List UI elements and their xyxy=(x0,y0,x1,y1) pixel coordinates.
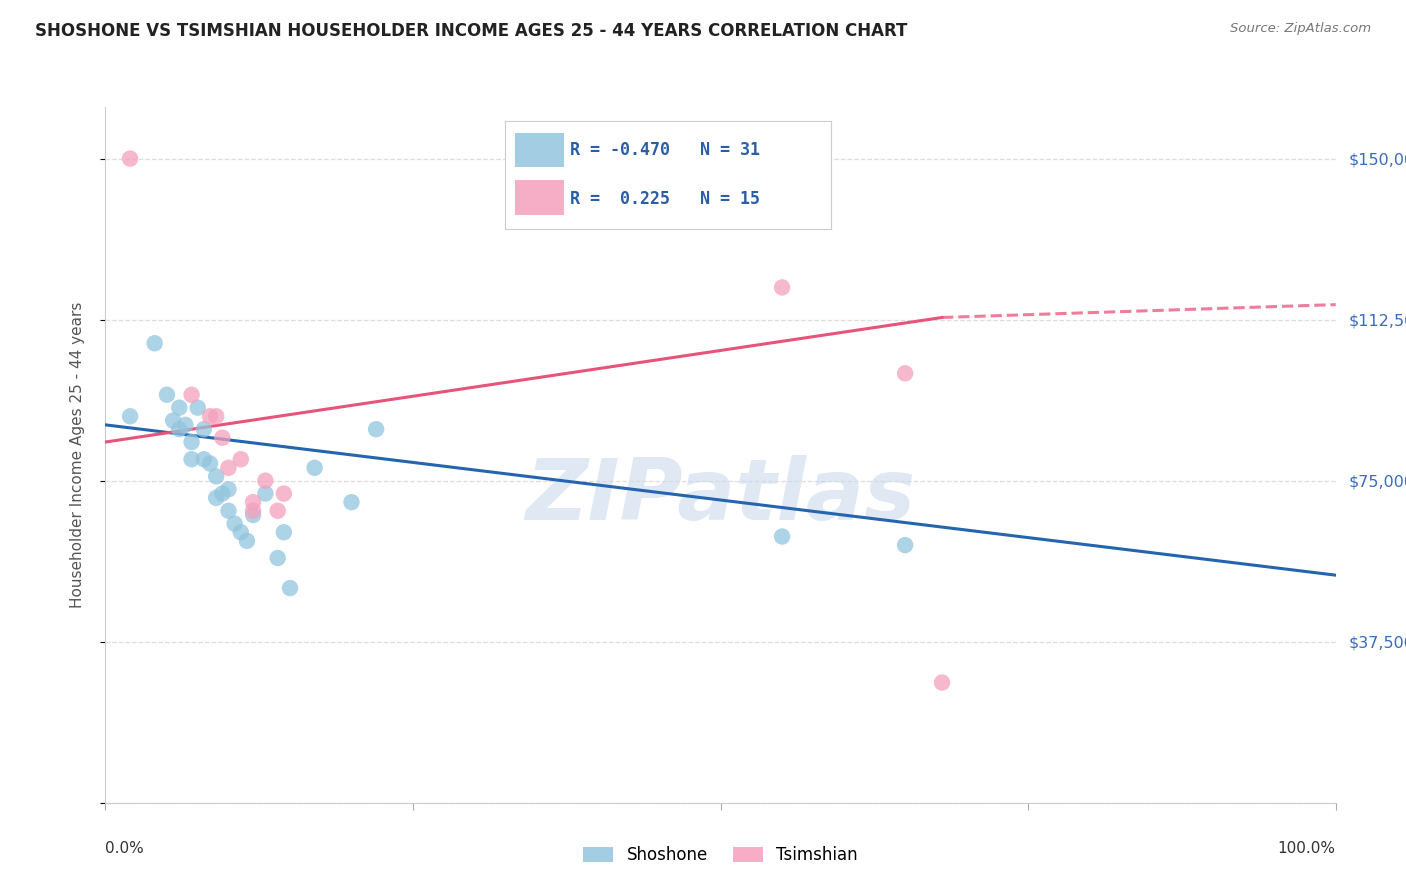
Point xyxy=(267,504,290,518)
Point xyxy=(193,422,215,436)
Point xyxy=(894,538,917,552)
Point xyxy=(205,409,228,424)
Point xyxy=(193,452,215,467)
Point xyxy=(229,525,252,540)
Point xyxy=(894,367,917,381)
Point xyxy=(162,413,184,427)
Point xyxy=(242,495,264,509)
Point xyxy=(278,581,301,595)
Point xyxy=(211,486,233,500)
Point xyxy=(174,417,197,432)
Point xyxy=(770,529,793,543)
Point xyxy=(236,533,259,548)
Point xyxy=(273,525,295,540)
Point xyxy=(267,551,290,566)
Point xyxy=(169,422,191,436)
Point xyxy=(931,675,953,690)
Point xyxy=(218,483,240,497)
Legend: Shoshone, Tsimshian: Shoshone, Tsimshian xyxy=(576,839,865,871)
Point xyxy=(340,495,363,509)
Point xyxy=(224,516,246,531)
Point xyxy=(242,504,264,518)
Point xyxy=(169,401,191,415)
Point xyxy=(770,280,793,294)
Point xyxy=(143,336,166,351)
Point xyxy=(180,452,202,467)
Point xyxy=(304,460,326,475)
Text: 100.0%: 100.0% xyxy=(1278,841,1336,856)
Point xyxy=(156,388,179,402)
Point xyxy=(180,388,202,402)
Point xyxy=(120,152,141,166)
Point xyxy=(254,486,277,500)
Text: 0.0%: 0.0% xyxy=(105,841,145,856)
Point xyxy=(211,431,233,445)
Point xyxy=(205,491,228,505)
Point xyxy=(229,452,252,467)
Point xyxy=(205,469,228,483)
Point xyxy=(242,508,264,522)
Text: ZIPatlas: ZIPatlas xyxy=(526,455,915,538)
Point xyxy=(198,457,221,471)
Point xyxy=(218,504,240,518)
Point xyxy=(120,409,141,424)
Point xyxy=(366,422,388,436)
Point xyxy=(180,435,202,450)
Point xyxy=(198,409,221,424)
Point xyxy=(254,474,277,488)
Point xyxy=(218,460,240,475)
Y-axis label: Householder Income Ages 25 - 44 years: Householder Income Ages 25 - 44 years xyxy=(70,301,84,608)
Point xyxy=(187,401,209,415)
Text: SHOSHONE VS TSIMSHIAN HOUSEHOLDER INCOME AGES 25 - 44 YEARS CORRELATION CHART: SHOSHONE VS TSIMSHIAN HOUSEHOLDER INCOME… xyxy=(35,22,907,40)
Text: Source: ZipAtlas.com: Source: ZipAtlas.com xyxy=(1230,22,1371,36)
Point xyxy=(273,486,295,500)
